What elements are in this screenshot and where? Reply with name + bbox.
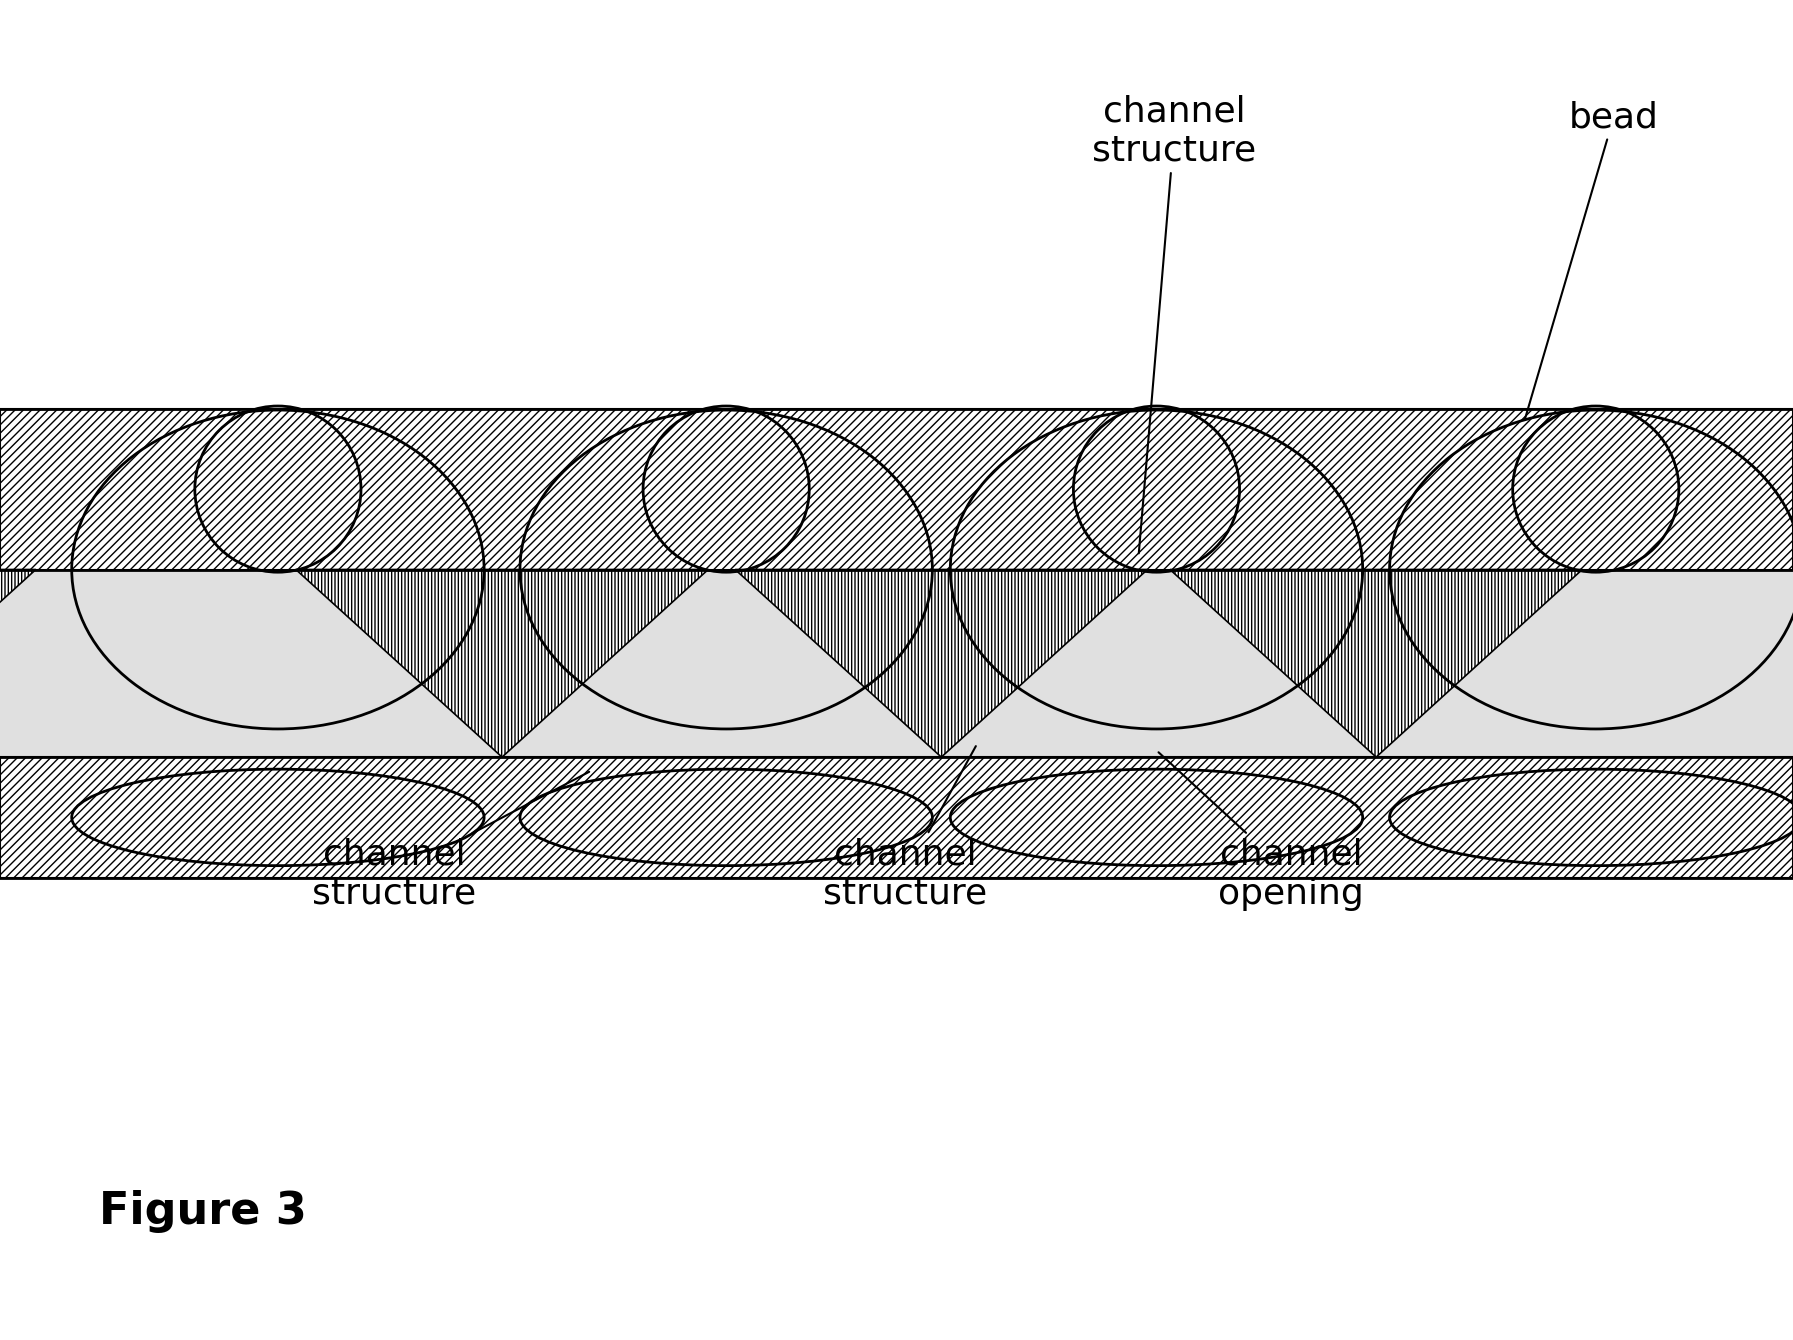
Polygon shape xyxy=(1169,570,1583,757)
Text: bead: bead xyxy=(1524,100,1659,419)
Text: channel
structure: channel structure xyxy=(1092,94,1257,553)
Text: channel
structure: channel structure xyxy=(312,772,590,911)
Bar xyxy=(0,570,1793,757)
Bar xyxy=(0,409,1793,570)
Bar xyxy=(0,757,1793,878)
Text: channel
structure: channel structure xyxy=(823,746,988,911)
Polygon shape xyxy=(0,570,36,757)
Text: channel
opening: channel opening xyxy=(1158,752,1364,911)
Polygon shape xyxy=(296,570,708,757)
Text: Figure 3: Figure 3 xyxy=(99,1190,307,1233)
Polygon shape xyxy=(735,570,1148,757)
